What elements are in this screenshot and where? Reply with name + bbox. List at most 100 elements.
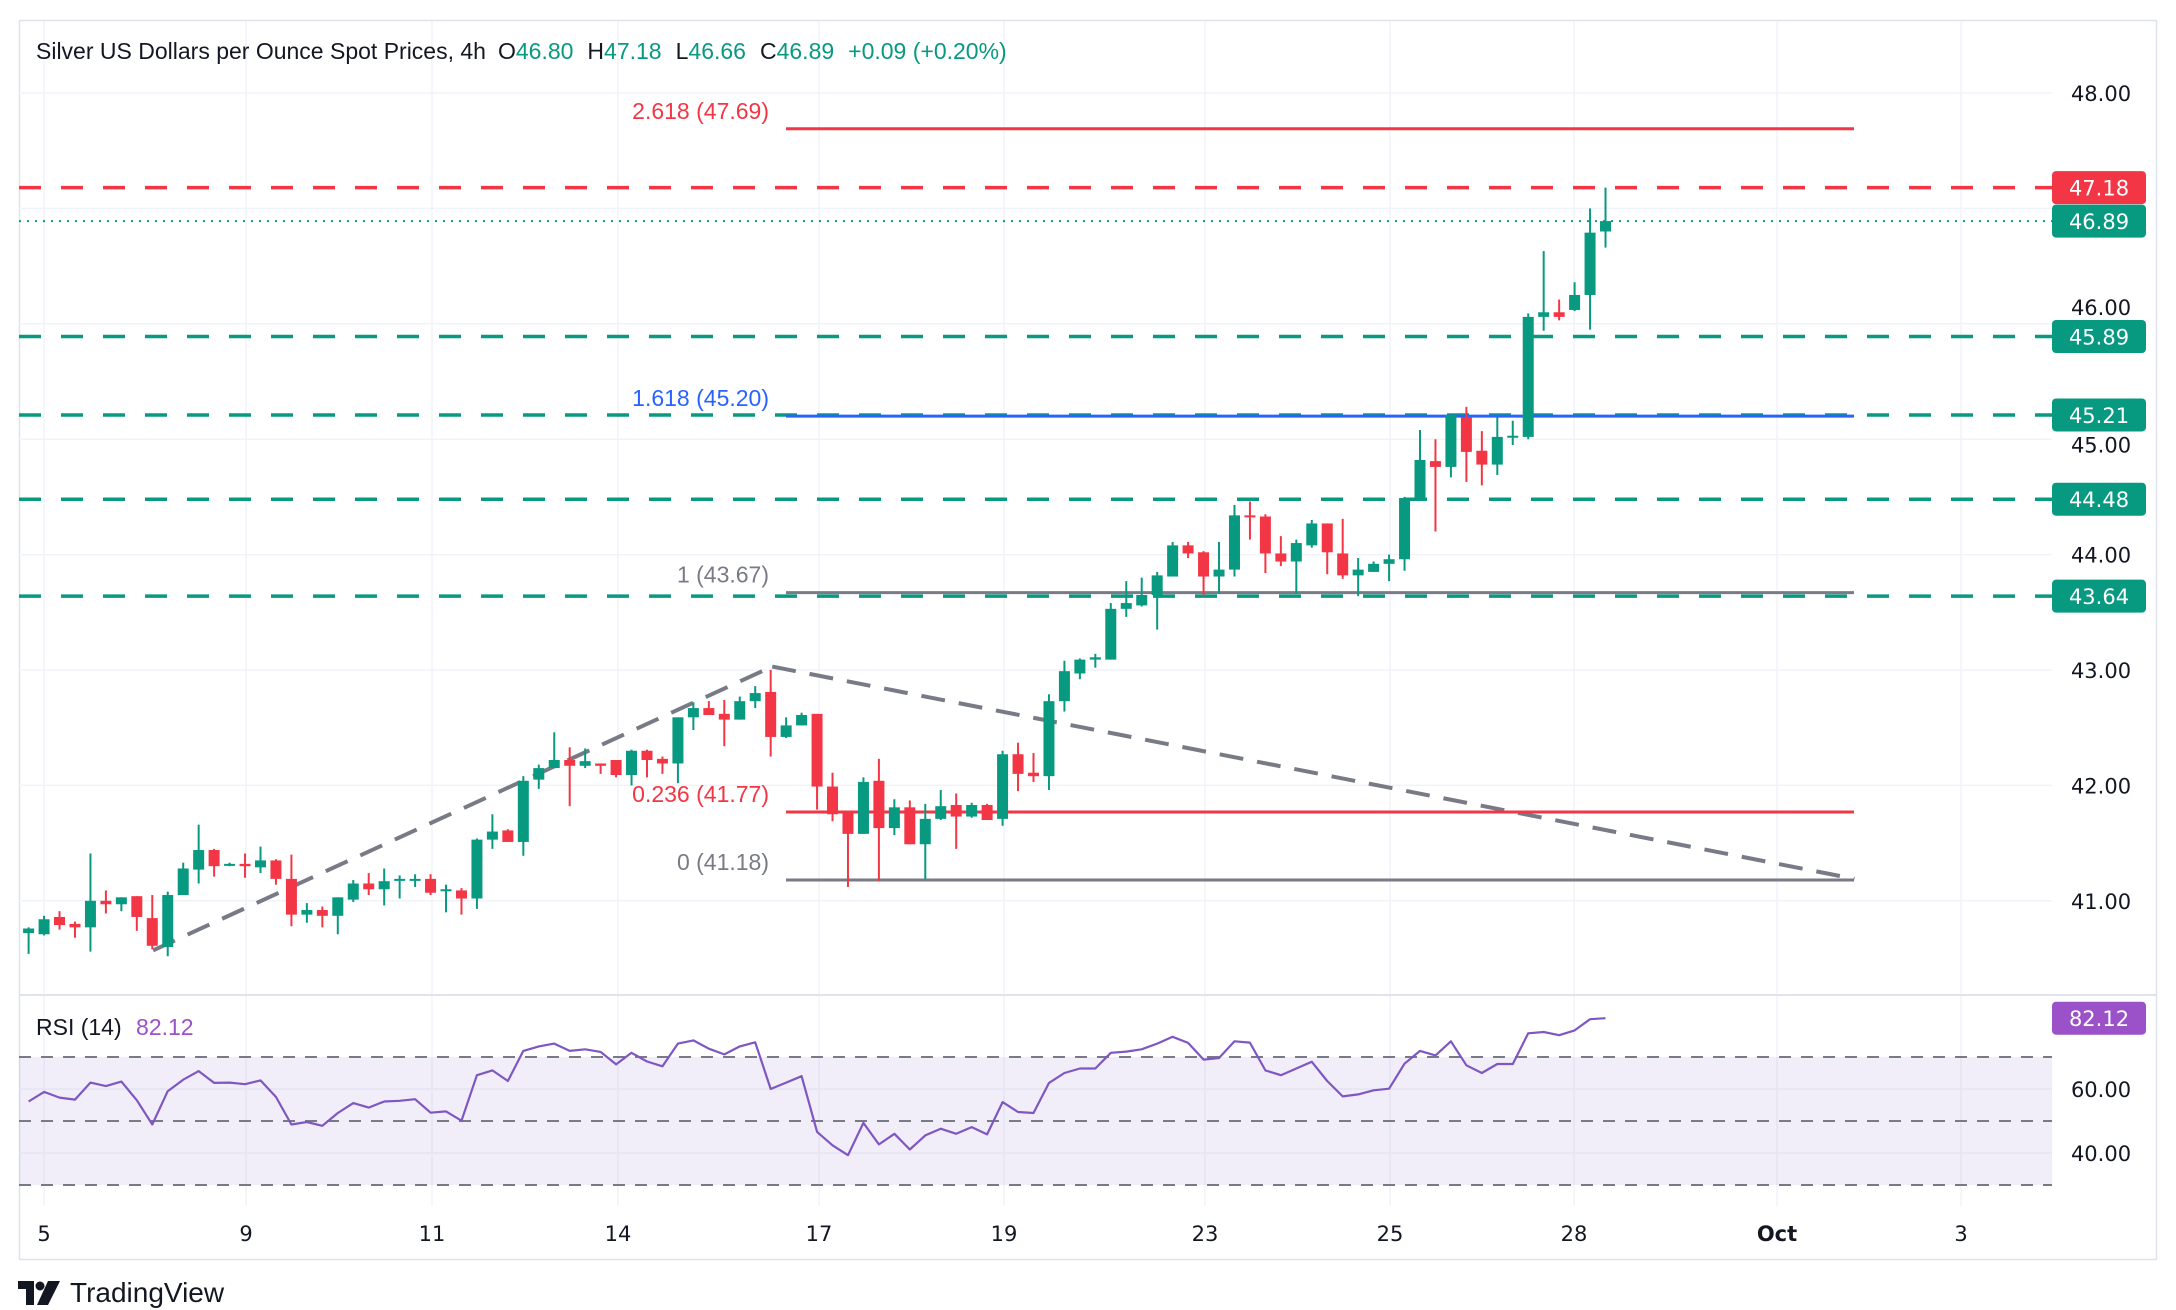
rsi-title[interactable]: RSI (14)	[36, 1014, 122, 1040]
rsi-tag-label: 82.12	[2069, 1007, 2129, 1031]
price-tag-label: 45.21	[2069, 404, 2129, 428]
candle-body	[425, 879, 436, 893]
rsi-value: 82.12	[136, 1014, 194, 1040]
candle-body	[1291, 543, 1302, 561]
time-axis-label: 28	[1561, 1222, 1588, 1246]
candle-body	[889, 807, 900, 828]
candle-body	[904, 807, 915, 844]
candle-body	[1569, 295, 1580, 310]
candle-body	[348, 883, 359, 899]
fib-level-label: 0.236 (41.77)	[632, 781, 769, 807]
candle-body	[1105, 609, 1116, 660]
candle-bullish	[1306, 520, 1317, 548]
candle-body	[951, 805, 962, 817]
low-label: L	[676, 37, 689, 65]
candle-body	[255, 860, 266, 867]
candle-body	[178, 868, 189, 895]
open-label: O	[498, 37, 516, 65]
price-tag: 45.89	[2052, 320, 2146, 353]
candle-body	[1322, 523, 1333, 552]
candle-body	[1430, 461, 1441, 467]
price-axis-label: 43.00	[2071, 659, 2131, 683]
candle-body	[394, 879, 405, 881]
candle-bearish	[502, 829, 513, 842]
price-axis-label: 46.00	[2071, 296, 2131, 320]
candle-body	[1229, 515, 1240, 569]
candle-bearish	[982, 804, 993, 820]
candle-body	[812, 714, 823, 787]
candle-body	[54, 917, 65, 925]
candle-body	[703, 708, 714, 715]
time-axis-label: 14	[605, 1222, 632, 1246]
price-tag-label: 43.64	[2069, 585, 2129, 609]
candle-body	[580, 761, 591, 766]
candle-body	[1136, 595, 1147, 605]
price-axis-label: 48.00	[2071, 82, 2131, 106]
candle-body	[23, 928, 34, 933]
rsi-legend: RSI (14) 82.12	[36, 1014, 194, 1041]
price-axis-label: 42.00	[2071, 774, 2131, 798]
candle-body	[1384, 559, 1395, 564]
candle-body	[672, 717, 683, 763]
fib-level-label: 0 (41.18)	[677, 849, 769, 875]
candle-body	[920, 819, 931, 844]
candle-body	[147, 918, 158, 946]
candle-body	[1090, 657, 1101, 659]
tradingview-logo-icon	[18, 1281, 60, 1305]
time-axis-label: 25	[1377, 1222, 1404, 1246]
candle-body	[564, 760, 575, 766]
candle-body	[317, 910, 328, 916]
candle-body	[1013, 754, 1024, 774]
time-axis-label: 17	[806, 1222, 833, 1246]
candle-body	[781, 725, 792, 737]
price-tag: 45.21	[2052, 398, 2146, 431]
chart-legend: Silver US Dollars per Ounce Spot Prices,…	[36, 37, 1007, 65]
candle-body	[471, 840, 482, 899]
candle-body	[1059, 671, 1070, 701]
candle-body	[750, 693, 761, 701]
price-tag: 44.48	[2052, 483, 2146, 516]
candle-body	[719, 714, 730, 720]
high-value: 47.18	[604, 37, 662, 65]
candle-body	[997, 754, 1008, 819]
candle-body	[858, 782, 869, 834]
candle-body	[456, 890, 467, 898]
candle-body	[966, 805, 977, 817]
price-tag: 47.18	[2052, 171, 2146, 204]
candle-body	[1152, 575, 1163, 595]
candle-bullish	[1105, 603, 1116, 660]
candle-body	[827, 787, 838, 815]
price-tag-label: 46.89	[2069, 210, 2129, 234]
candle-body	[286, 879, 297, 915]
rsi-value-tag: 82.12	[2052, 1002, 2146, 1035]
candle-body	[642, 751, 653, 760]
candle-body	[1167, 545, 1178, 576]
candle-body	[1554, 312, 1565, 317]
time-axis-label: 19	[991, 1222, 1018, 1246]
candle-body	[39, 919, 50, 934]
candle-body	[1260, 517, 1271, 554]
candle-body	[1183, 545, 1194, 553]
candle-body	[533, 768, 544, 780]
candle-body	[1198, 552, 1209, 576]
candle-bullish	[997, 751, 1008, 826]
candle-bearish	[611, 760, 622, 777]
time-axis-label: 23	[1192, 1222, 1219, 1246]
candle-body	[116, 897, 127, 904]
candle-body	[1461, 417, 1472, 452]
close-value: 46.89	[777, 37, 835, 65]
candle-body	[85, 901, 96, 928]
candle-body	[1043, 701, 1054, 776]
candle-body	[301, 910, 312, 915]
candle-body	[1523, 317, 1534, 437]
candle-body	[518, 781, 529, 842]
candle-bullish	[1229, 505, 1240, 577]
symbol-title[interactable]: Silver US Dollars per Ounce Spot Prices,…	[36, 37, 486, 65]
candle-body	[657, 759, 668, 764]
candle-bullish	[1167, 542, 1178, 577]
candle-body	[595, 763, 606, 765]
rsi-band	[19, 1057, 2052, 1185]
candle-body	[1244, 515, 1255, 517]
candle-body	[1538, 312, 1549, 317]
